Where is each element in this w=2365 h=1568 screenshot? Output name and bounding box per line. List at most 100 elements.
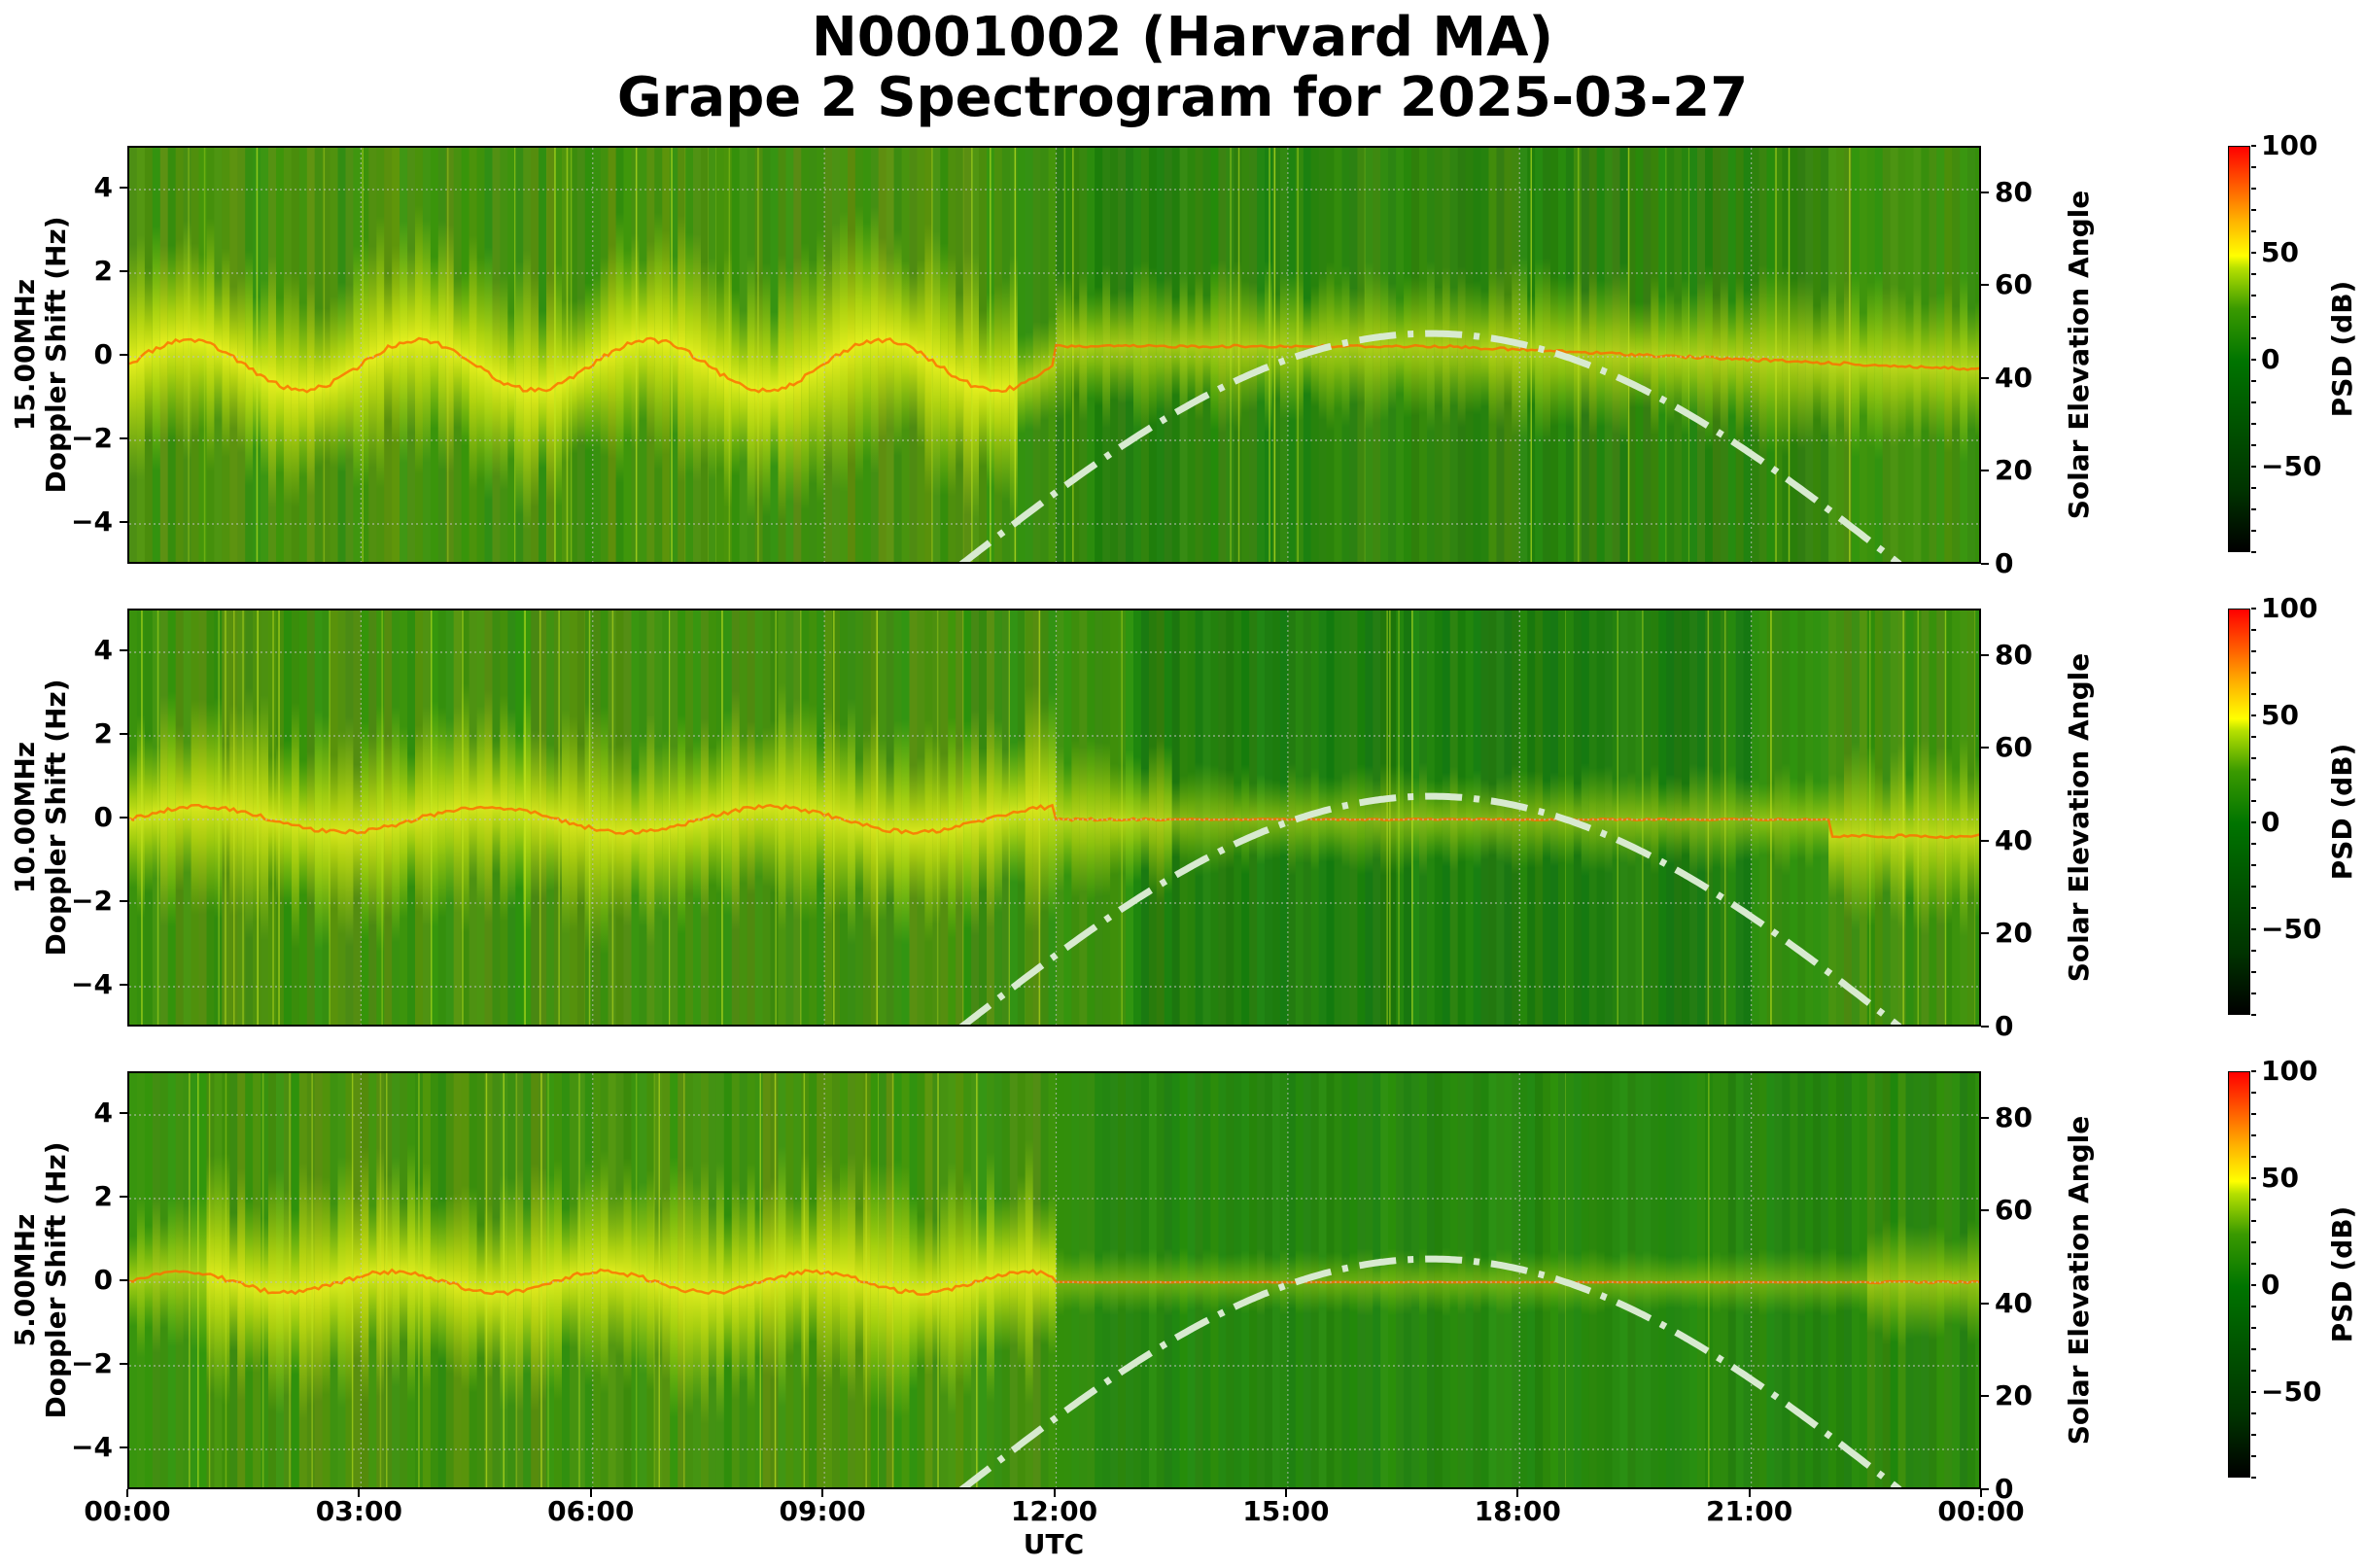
- right-tick-mark: [1981, 1116, 1989, 1119]
- y-axis-label: 10.00MHz Doppler Shift (Hz): [9, 609, 72, 1027]
- y-tick-label: 4: [93, 171, 113, 203]
- frequency-label: 5.00MHz: [9, 1213, 41, 1347]
- spectrogram-image: [129, 610, 1979, 1025]
- colorbar-tick-label: 100: [2261, 592, 2318, 624]
- right-tick-label: 60: [1995, 268, 2033, 301]
- right-tick-mark: [1981, 1488, 1989, 1490]
- colorbar-tick-mark: [2251, 757, 2256, 759]
- colorbar-tick-mark: [2251, 359, 2256, 361]
- frequency-label: 10.00MHz: [9, 741, 41, 894]
- right-tick-mark: [1981, 191, 1989, 193]
- y-tick-mark: [120, 900, 127, 902]
- right-tick-mark: [1981, 1395, 1989, 1398]
- colorbar-tick-mark: [2251, 444, 2256, 446]
- right-tick-mark: [1981, 470, 1989, 472]
- colorbar-tick-mark: [2251, 907, 2256, 909]
- y-tick-label: −2: [71, 422, 113, 454]
- colorbar-tick-mark: [2251, 1477, 2256, 1479]
- y-tick-mark: [120, 437, 127, 439]
- colorbar-tick-label: 100: [2261, 1055, 2318, 1087]
- colorbar-tick-mark: [2251, 864, 2256, 866]
- x-tick-label: 00:00: [84, 1495, 171, 1527]
- colorbar-tick-mark: [2251, 1014, 2256, 1016]
- colorbar-tick-label: 0: [2261, 806, 2280, 838]
- colorbar-tick-mark: [2251, 1092, 2256, 1094]
- y-tick-label: −4: [71, 1431, 113, 1463]
- right-tick-label: 20: [1995, 454, 2033, 487]
- colorbar-tick-mark: [2251, 295, 2256, 296]
- y-tick-mark: [120, 649, 127, 651]
- x-tick-label: 03:00: [315, 1495, 402, 1527]
- right-tick-label: 20: [1995, 1379, 2033, 1412]
- x-tick-mark: [1284, 1489, 1287, 1497]
- solar-elevation-curve: [958, 1255, 1902, 1487]
- colorbar-tick-label: −50: [2261, 1376, 2322, 1408]
- y-axis-label: 15.00MHz Doppler Shift (Hz): [9, 146, 72, 564]
- solar-elevation-axis-label: Solar Elevation Angle: [2063, 1115, 2095, 1446]
- right-tick-label: 60: [1995, 731, 2033, 764]
- colorbar-tick-mark: [2251, 230, 2256, 232]
- x-tick-label: 06:00: [547, 1495, 635, 1527]
- colorbar-tick-label: 50: [2261, 699, 2299, 731]
- colorbar-tick-label: −50: [2261, 450, 2322, 482]
- psd-colorbar: [2228, 146, 2250, 552]
- colorbar-tick-mark: [2251, 886, 2256, 888]
- colorbar-tick-mark: [2251, 821, 2256, 823]
- colorbar-tick-mark: [2251, 736, 2256, 738]
- right-tick-mark: [1981, 839, 1989, 842]
- colorbar-tick-mark: [2251, 1113, 2256, 1115]
- x-tick-label: 18:00: [1474, 1495, 1561, 1527]
- right-tick-label: 80: [1995, 1100, 2033, 1133]
- colorbar-tick-mark: [2251, 1306, 2256, 1307]
- y-tick-mark: [120, 1196, 127, 1198]
- colorbar-tick-mark: [2251, 1434, 2256, 1436]
- x-tick-label: 12:00: [1010, 1495, 1098, 1527]
- y-tick-mark: [120, 270, 127, 272]
- spectrogram-panel-15-00mhz: [127, 146, 1981, 564]
- y-tick-mark: [120, 1363, 127, 1365]
- colorbar-tick-mark: [2251, 273, 2256, 275]
- y-tick-label: 2: [93, 1180, 113, 1212]
- right-tick-label: 0: [1995, 1010, 2014, 1042]
- right-tick-label: 0: [1995, 1473, 2014, 1505]
- colorbar-tick-mark: [2251, 1177, 2256, 1179]
- x-tick-label: 00:00: [1937, 1495, 2025, 1527]
- colorbar-tick-label: 100: [2261, 129, 2318, 161]
- colorbar-tick-mark: [2251, 316, 2256, 318]
- colorbar-tick-mark: [2251, 166, 2256, 168]
- colorbar-tick-mark: [2251, 337, 2256, 339]
- y-tick-mark: [120, 733, 127, 735]
- right-tick-label: 40: [1995, 1286, 2033, 1319]
- frequency-label: 15.00MHz: [9, 278, 41, 432]
- colorbar-tick-mark: [2251, 1199, 2256, 1201]
- doppler-shift-label: Doppler Shift (Hz): [40, 679, 72, 957]
- figure-title-line1: N0001002 (Harvard MA): [811, 6, 1554, 69]
- solar-elevation-axis-label: Solar Elevation Angle: [2063, 652, 2095, 983]
- x-tick-label: 21:00: [1706, 1495, 1793, 1527]
- y-axis-label: 5.00MHz Doppler Shift (Hz): [9, 1071, 72, 1489]
- colorbar-tick-mark: [2251, 1070, 2256, 1072]
- colorbar-tick-mark: [2251, 714, 2256, 716]
- colorbar-tick-mark: [2251, 1348, 2256, 1350]
- right-tick-label: 0: [1995, 547, 2014, 579]
- colorbar-tick-mark: [2251, 800, 2256, 802]
- y-tick-mark: [120, 354, 127, 356]
- y-tick-label: 2: [93, 255, 113, 287]
- x-tick-mark: [821, 1489, 824, 1497]
- colorbar-tick-mark: [2251, 188, 2256, 190]
- colorbar-tick-mark: [2251, 401, 2256, 403]
- y-tick-label: 4: [93, 634, 113, 666]
- colorbar-label: PSD (dB): [2326, 743, 2358, 881]
- colorbar-tick-mark: [2251, 252, 2256, 254]
- right-tick-label: 20: [1995, 917, 2033, 950]
- right-tick-mark: [1981, 1209, 1989, 1212]
- colorbar-tick-mark: [2251, 1391, 2256, 1393]
- y-tick-mark: [120, 817, 127, 819]
- colorbar-tick-mark: [2251, 1134, 2256, 1136]
- figure-title-line2: Grape 2 Spectrogram for 2025-03-27: [616, 66, 1749, 129]
- colorbar-tick-mark: [2251, 466, 2256, 468]
- right-tick-mark: [1981, 1302, 1989, 1305]
- y-tick-mark: [120, 984, 127, 986]
- colorbar-tick-mark: [2251, 608, 2256, 610]
- doppler-shift-label: Doppler Shift (Hz): [40, 1141, 72, 1419]
